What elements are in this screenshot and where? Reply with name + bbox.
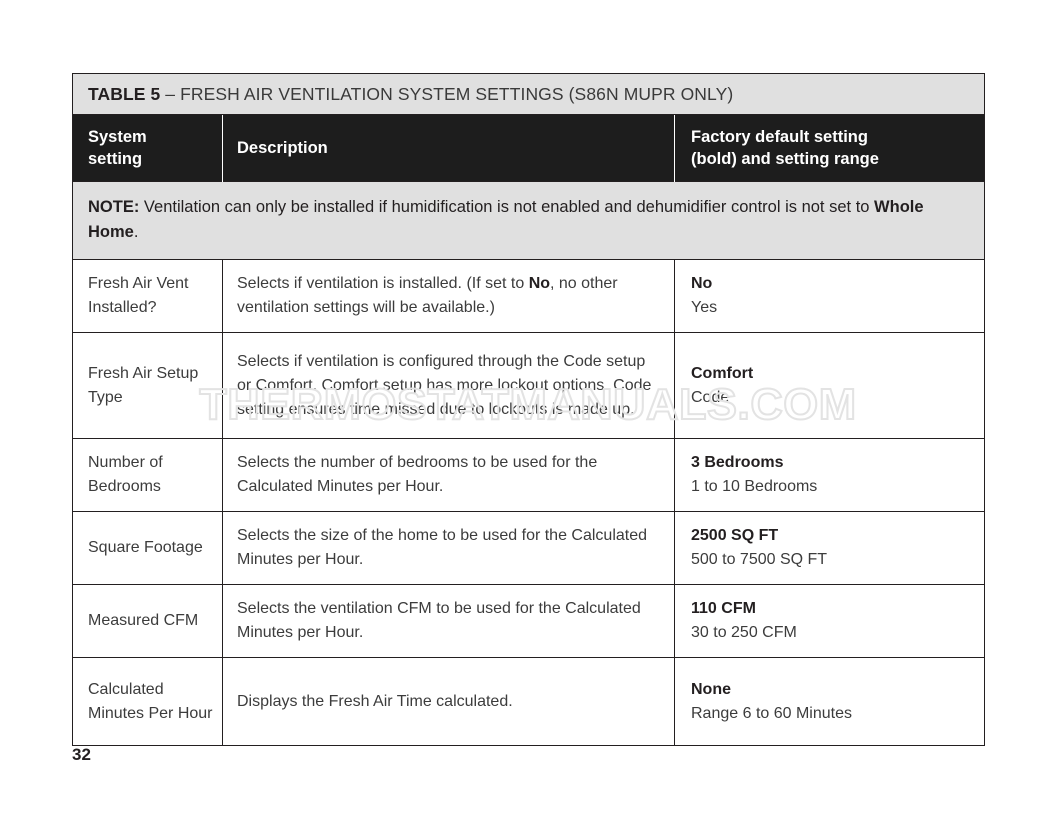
cell-factory-default: None Range 6 to 60 Minutes <box>674 657 985 746</box>
setting-range-value: 500 to 7500 SQ FT <box>691 551 828 568</box>
table-title-rest: – FRESH AIR VENTILATION SYSTEM SETTINGS … <box>165 83 734 104</box>
column-header-system-setting: System setting <box>72 114 223 182</box>
note-text-before: Ventilation can only be installed if hum… <box>139 198 875 216</box>
factory-default-value: None <box>691 680 731 698</box>
cell-description: Selects if ventilation is installed. (If… <box>222 259 675 333</box>
table-row: Measured CFM Selects the ventilation CFM… <box>72 584 985 658</box>
table-row: Square Footage Selects the size of the h… <box>72 511 985 585</box>
cell-system-setting: Measured CFM <box>72 584 223 658</box>
fresh-air-ventilation-settings-table: TABLE 5 – FRESH AIR VENTILATION SYSTEM S… <box>72 73 985 746</box>
cell-description: Selects the number of bedrooms to be use… <box>222 438 675 512</box>
table-title-cell: TABLE 5 – FRESH AIR VENTILATION SYSTEM S… <box>72 73 985 115</box>
description-text-before: Selects if ventilation is installed. (If… <box>237 275 529 292</box>
setting-range-value: Yes <box>691 299 718 316</box>
table-5-container: TABLE 5 – FRESH AIR VENTILATION SYSTEM S… <box>72 73 985 746</box>
cell-system-setting: Fresh Air Setup Type <box>72 332 223 439</box>
table-title-row: TABLE 5 – FRESH AIR VENTILATION SYSTEM S… <box>72 73 985 115</box>
table-row: Fresh Air Setup Type Selects if ventilat… <box>72 332 985 439</box>
table-row: Number of Bedrooms Selects the number of… <box>72 438 985 512</box>
setting-range-value: Range 6 to 60 Minutes <box>691 704 852 722</box>
cell-description: Selects the ventilation CFM to be used f… <box>222 584 675 658</box>
cell-factory-default: 110 CFM 30 to 250 CFM <box>674 584 985 658</box>
note-label: NOTE: <box>88 198 140 216</box>
table-title-strong: TABLE 5 <box>88 83 161 104</box>
column-header-system-setting-line2: setting <box>88 150 143 168</box>
factory-default-value: 110 CFM <box>691 600 756 617</box>
note-cell: NOTE: Ventilation can only be installed … <box>72 181 985 260</box>
cell-factory-default: 3 Bedrooms 1 to 10 Bedrooms <box>674 438 985 512</box>
note-text-after: . <box>133 223 139 241</box>
cell-system-setting: Calculated Minutes Per Hour <box>72 657 223 746</box>
table-row: Fresh Air Vent Installed? Selects if ven… <box>72 259 985 333</box>
table-header-row: System setting Description Factory defau… <box>72 114 985 182</box>
cell-factory-default: No Yes <box>674 259 985 333</box>
column-header-factory-default-line2: (bold) and setting range <box>691 150 879 168</box>
setting-range-value: 1 to 10 Bedrooms <box>691 478 818 495</box>
table-row: Calculated Minutes Per Hour Displays the… <box>72 657 985 746</box>
description-bold: No <box>528 275 551 292</box>
setting-range-value: Code <box>691 388 730 406</box>
page-number: 32 <box>72 745 91 764</box>
column-header-system-setting-line1: System <box>88 128 147 146</box>
column-header-factory-default-line1: Factory default setting <box>691 128 868 146</box>
cell-factory-default: 2500 SQ FT 500 to 7500 SQ FT <box>674 511 985 585</box>
cell-factory-default: Comfort Code <box>674 332 985 439</box>
column-header-description-label: Description <box>237 139 328 157</box>
cell-system-setting: Number of Bedrooms <box>72 438 223 512</box>
cell-system-setting: Square Footage <box>72 511 223 585</box>
cell-description: Displays the Fresh Air Time calculated. <box>222 657 675 746</box>
setting-range-value: 30 to 250 CFM <box>691 624 797 641</box>
table-note-row: NOTE: Ventilation can only be installed … <box>72 181 985 260</box>
column-header-factory-default: Factory default setting (bold) and setti… <box>674 114 985 182</box>
column-header-description: Description <box>222 114 675 182</box>
cell-description: Selects the size of the home to be used … <box>222 511 675 585</box>
note-bold-term: Whole Home <box>88 198 924 241</box>
factory-default-value: 2500 SQ FT <box>691 527 779 544</box>
factory-default-value: Comfort <box>691 364 754 382</box>
factory-default-value: No <box>691 275 713 292</box>
description-text-after: , no other ventilation settings will be … <box>237 275 618 316</box>
cell-system-setting: Fresh Air Vent Installed? <box>72 259 223 333</box>
cell-description: Selects if ventilation is configured thr… <box>222 332 675 439</box>
factory-default-value: 3 Bedrooms <box>691 454 784 471</box>
